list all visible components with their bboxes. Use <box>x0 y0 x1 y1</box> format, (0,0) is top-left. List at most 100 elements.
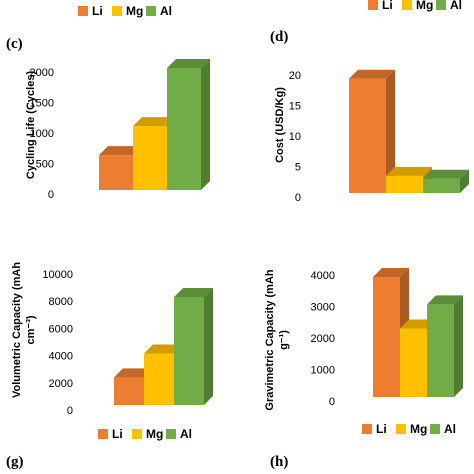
bar-al <box>174 288 213 405</box>
legend-label-mg: Mg <box>126 4 143 18</box>
y-axis-label: Gravimetric Capacity (mAh g⁻¹) <box>264 269 290 410</box>
bar-front <box>349 78 386 193</box>
y-tick-label: 4000 <box>311 270 335 282</box>
bar-front <box>133 126 167 190</box>
y-axis-label-line: Cost (USD/Kg) <box>274 87 286 163</box>
legend-label-li: Li <box>92 4 103 18</box>
panel-label: (g) <box>6 454 24 470</box>
bar-top <box>114 368 153 378</box>
legend-1: Li Mg Al <box>78 4 172 18</box>
y-tick-label: 20 <box>289 70 301 82</box>
y-axis-label: Volumetric Capacity (mAh cm⁻³) <box>11 262 37 398</box>
chart-4: (h) 0 1000 2000 3000 4000 Gravimetric Capacity… <box>264 268 463 470</box>
y-tick-label: 1000 <box>311 365 335 377</box>
bar-front <box>167 68 201 190</box>
bar-side <box>454 295 463 397</box>
legend-swatch-mg <box>396 424 406 434</box>
legend-swatch-al <box>166 429 176 439</box>
bar-top <box>144 344 183 354</box>
y-axis-label-line: Volumetric Capacity (mAh <box>11 262 23 398</box>
legend-3: Li Mg Al <box>98 427 192 441</box>
y-tick-label: 1000 <box>30 128 54 140</box>
bar-side <box>460 169 469 193</box>
bar-top <box>167 59 210 68</box>
legend-label-al: Al <box>180 427 192 441</box>
y-tick-label: 0 <box>67 405 73 417</box>
legend-label-mg: Mg <box>416 0 433 12</box>
bar-front <box>386 175 423 193</box>
bar-side <box>386 69 395 193</box>
legend-label-li: Li <box>112 427 123 441</box>
legend-label-al: Al <box>450 0 462 12</box>
legend-swatch-li <box>98 429 108 439</box>
y-tick-label: 2000 <box>30 67 54 79</box>
y-tick-label: 8000 <box>49 296 73 308</box>
bar-front <box>144 353 174 405</box>
y-tick-label: 10000 <box>42 269 73 281</box>
bar-top <box>373 268 409 277</box>
panel-label: (h) <box>270 454 288 470</box>
bar-front <box>423 178 460 193</box>
legend-label-al: Al <box>444 422 456 436</box>
y-tick-label: 0 <box>329 396 335 408</box>
panel-label: (d) <box>270 29 288 45</box>
bar-side <box>201 59 210 190</box>
y-axis-label-line: cm⁻³) <box>25 315 37 344</box>
chart-3: (g) 0 2000 4000 6000 8000 10000 Volumetric Capa… <box>6 262 213 470</box>
bar-side <box>204 288 213 405</box>
y-tick-label: 6000 <box>49 323 73 335</box>
legend-2: Li Mg Al <box>368 0 462 12</box>
bar-front <box>99 155 133 190</box>
y-tick-label: 0 <box>48 189 54 201</box>
bar-top <box>99 146 142 156</box>
bar-front <box>174 297 204 405</box>
y-tick-label: 1500 <box>30 98 54 110</box>
bar-front <box>114 377 144 405</box>
bar-top <box>427 295 463 305</box>
y-tick-label: 2000 <box>311 333 335 345</box>
y-axis-label-line: g⁻¹) <box>278 330 290 350</box>
y-tick-label: 2000 <box>49 378 73 390</box>
legend-swatch-al <box>430 424 440 434</box>
bar-front <box>400 328 427 397</box>
y-axis-label-line: Cycling Life (Cycles) <box>25 71 37 180</box>
y-tick-label: 15 <box>289 101 301 113</box>
legend-swatch-mg <box>112 6 122 16</box>
y-tick-label: 4000 <box>49 351 73 363</box>
legend-label-li: Li <box>382 0 393 12</box>
legend-label-li: Li <box>376 422 387 436</box>
legend-swatch-li <box>362 424 372 434</box>
y-axis-label: Cost (USD/Kg) <box>274 87 286 163</box>
legend-label-mg: Mg <box>410 422 427 436</box>
legend-swatch-al <box>146 6 156 16</box>
bar-al <box>423 169 469 193</box>
y-tick-label: 10 <box>289 131 301 143</box>
legend-4: Li Mg Al <box>362 422 456 436</box>
bar-top <box>423 169 469 179</box>
legend-label-al: Al <box>160 4 172 18</box>
y-tick-label: 500 <box>36 159 54 171</box>
bar-top <box>133 117 176 127</box>
bar-top <box>386 166 432 176</box>
y-axis-label: Cycling Life (Cycles) <box>25 71 37 180</box>
legend-label-mg: Mg <box>146 427 163 441</box>
legend-swatch-li <box>368 0 378 10</box>
y-axis-label-line: Gravimetric Capacity (mAh <box>264 269 276 410</box>
bar-top <box>349 69 395 79</box>
bar-front <box>427 304 454 397</box>
bar-li <box>349 69 395 193</box>
bar-front <box>373 277 400 397</box>
bar-top <box>174 288 213 297</box>
y-tick-label: 3000 <box>311 302 335 314</box>
y-tick-label: 0 <box>295 192 301 204</box>
legend-swatch-al <box>436 0 446 10</box>
panel-label: (c) <box>6 36 23 52</box>
legend-swatch-li <box>78 6 88 16</box>
bar-al <box>167 59 210 190</box>
legend-swatch-mg <box>132 429 142 439</box>
y-tick-label: 5 <box>295 162 301 174</box>
legend-swatch-mg <box>402 0 412 10</box>
